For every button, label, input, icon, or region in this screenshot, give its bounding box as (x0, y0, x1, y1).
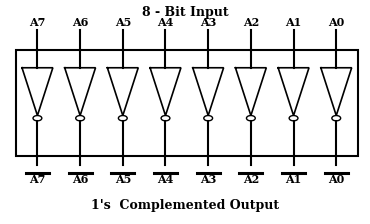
Text: A6: A6 (72, 174, 88, 185)
Bar (16, 50, 357, 156)
Text: A5: A5 (115, 17, 131, 28)
Text: A1: A1 (285, 174, 302, 185)
Text: A2: A2 (243, 174, 259, 185)
Text: 1's  Complemented Output: 1's Complemented Output (91, 198, 279, 211)
Text: A2: A2 (243, 17, 259, 28)
Text: A3: A3 (200, 17, 216, 28)
Text: A6: A6 (72, 17, 88, 28)
Text: A7: A7 (29, 17, 46, 28)
Text: 8 - Bit Input: 8 - Bit Input (142, 6, 228, 19)
Text: A7: A7 (29, 174, 46, 185)
Text: A3: A3 (200, 174, 216, 185)
Text: A0: A0 (328, 174, 344, 185)
Text: A4: A4 (157, 174, 174, 185)
Text: A1: A1 (285, 17, 302, 28)
Text: A4: A4 (157, 17, 174, 28)
Text: A0: A0 (328, 17, 344, 28)
Text: A5: A5 (115, 174, 131, 185)
